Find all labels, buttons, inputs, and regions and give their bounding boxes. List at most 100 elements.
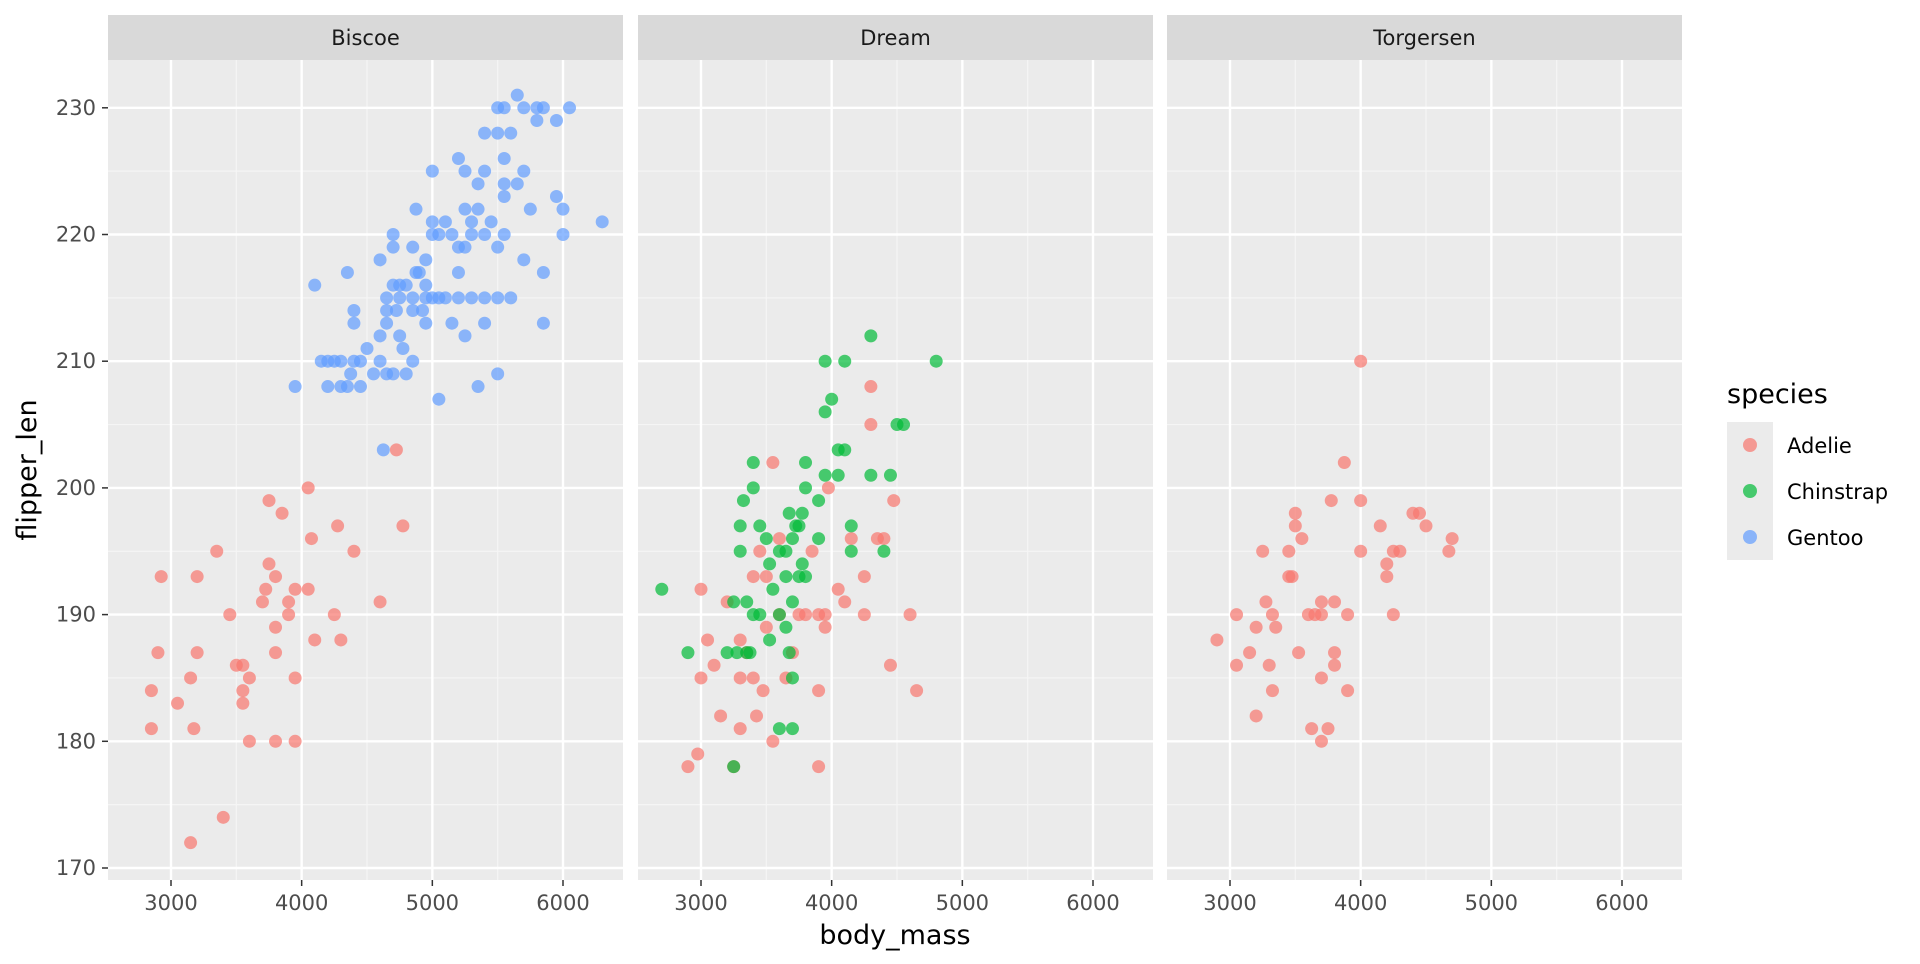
point-adelie xyxy=(766,734,780,748)
point-gentoo xyxy=(344,367,358,381)
point-chinstrap xyxy=(785,722,799,736)
point-adelie xyxy=(282,608,296,622)
legend-marker-gentoo xyxy=(1743,530,1757,544)
point-gentoo xyxy=(425,215,439,229)
point-gentoo xyxy=(386,240,400,254)
point-gentoo xyxy=(517,253,531,267)
point-adelie xyxy=(691,747,705,761)
point-chinstrap xyxy=(779,570,793,584)
point-gentoo xyxy=(458,164,472,178)
point-adelie xyxy=(1249,620,1263,634)
point-chinstrap xyxy=(736,494,750,508)
point-adelie xyxy=(171,696,185,710)
point-adelie xyxy=(772,532,786,546)
point-chinstrap xyxy=(733,544,747,558)
point-chinstrap xyxy=(727,595,741,609)
point-adelie xyxy=(1288,519,1302,533)
point-gentoo xyxy=(409,202,423,216)
point-chinstrap xyxy=(864,329,878,343)
facet-panel-dream: Dream 3000 4000 5000 6000 xyxy=(638,15,1153,915)
point-adelie xyxy=(694,582,708,596)
facet-strip-label: Biscoe xyxy=(331,26,400,50)
point-chinstrap xyxy=(785,595,799,609)
point-gentoo xyxy=(471,380,485,394)
point-gentoo xyxy=(549,189,563,203)
point-chinstrap xyxy=(746,481,760,495)
point-gentoo xyxy=(491,240,505,254)
point-gentoo xyxy=(340,380,354,394)
x-tick-label: 6000 xyxy=(1066,891,1119,915)
point-gentoo xyxy=(458,202,472,216)
point-chinstrap xyxy=(785,671,799,685)
point-chinstrap xyxy=(864,468,878,482)
point-chinstrap xyxy=(763,633,777,647)
point-adelie xyxy=(733,633,747,647)
point-gentoo xyxy=(347,304,361,318)
legend-title: species xyxy=(1727,379,1828,410)
point-adelie xyxy=(756,684,770,698)
legend-label-gentoo: Gentoo xyxy=(1787,526,1863,550)
point-adelie xyxy=(301,582,315,596)
point-adelie xyxy=(812,760,826,774)
point-gentoo xyxy=(389,304,403,318)
facet-strip-label: Torgersen xyxy=(1372,26,1475,50)
x-tick-label: 5000 xyxy=(406,891,459,915)
point-chinstrap xyxy=(681,646,695,660)
point-adelie xyxy=(887,494,901,508)
point-adelie xyxy=(1265,684,1279,698)
point-gentoo xyxy=(478,291,492,305)
legend-marker-adelie xyxy=(1743,438,1757,452)
point-chinstrap xyxy=(655,582,669,596)
point-gentoo xyxy=(451,151,465,165)
point-chinstrap xyxy=(720,646,734,660)
point-gentoo xyxy=(478,228,492,241)
point-adelie xyxy=(1230,608,1244,622)
point-adelie xyxy=(301,481,315,495)
point-adelie xyxy=(831,582,845,596)
y-tick-label: 170 xyxy=(56,856,96,880)
point-chinstrap xyxy=(753,519,767,533)
point-adelie xyxy=(857,608,871,622)
point-chinstrap xyxy=(779,620,793,634)
point-adelie xyxy=(805,544,819,558)
point-adelie xyxy=(242,734,256,748)
point-adelie xyxy=(184,836,198,850)
point-gentoo xyxy=(504,291,518,305)
point-adelie xyxy=(223,608,237,622)
point-adelie xyxy=(707,658,721,672)
point-chinstrap xyxy=(753,608,767,622)
point-chinstrap xyxy=(838,443,852,457)
point-chinstrap xyxy=(727,760,741,774)
point-adelie xyxy=(269,734,283,748)
point-gentoo xyxy=(445,228,459,241)
point-adelie xyxy=(347,544,361,558)
point-gentoo xyxy=(497,151,511,165)
point-chinstrap xyxy=(929,354,943,368)
point-adelie xyxy=(269,646,283,660)
point-adelie xyxy=(1341,684,1355,698)
y-axis-title: flipper_len xyxy=(12,399,43,540)
point-adelie xyxy=(304,532,318,546)
point-gentoo xyxy=(419,253,433,267)
point-gentoo xyxy=(353,380,367,394)
x-tick-label: 5000 xyxy=(1465,891,1518,915)
point-adelie xyxy=(282,595,296,609)
point-adelie xyxy=(1386,608,1400,622)
point-gentoo xyxy=(373,329,387,343)
point-adelie xyxy=(1380,557,1394,571)
point-gentoo xyxy=(458,329,472,343)
point-gentoo xyxy=(308,278,322,292)
point-gentoo xyxy=(393,329,407,343)
point-gentoo xyxy=(386,367,400,381)
point-adelie xyxy=(1445,532,1459,546)
point-gentoo xyxy=(373,253,387,267)
point-chinstrap xyxy=(877,544,891,558)
point-adelie xyxy=(1328,646,1342,660)
point-adelie xyxy=(334,633,348,647)
point-adelie xyxy=(1292,646,1306,660)
point-chinstrap xyxy=(812,532,826,546)
point-adelie xyxy=(1419,519,1433,533)
point-adelie xyxy=(1285,570,1299,584)
facet-strip xyxy=(108,15,623,60)
point-gentoo xyxy=(373,354,387,368)
